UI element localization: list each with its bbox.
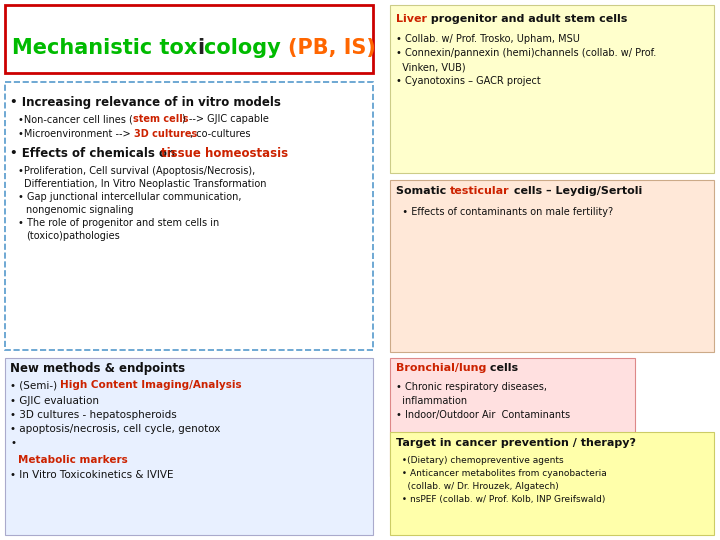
Text: stem cells: stem cells: [133, 114, 189, 124]
Text: • In Vitro Toxicokinetics & IVIVE: • In Vitro Toxicokinetics & IVIVE: [10, 470, 174, 480]
Text: Differentiation, In Vitro Neoplastic Transformation: Differentiation, In Vitro Neoplastic Tra…: [24, 179, 266, 189]
Text: • The role of progenitor and stem cells in: • The role of progenitor and stem cells …: [18, 218, 220, 228]
FancyBboxPatch shape: [390, 5, 714, 173]
Text: (PB, IS): (PB, IS): [289, 38, 377, 58]
Text: New methods & endpoints: New methods & endpoints: [10, 362, 185, 375]
Text: Metabolic markers: Metabolic markers: [18, 455, 127, 465]
Text: • Gap junctional intercellular communication,: • Gap junctional intercellular communica…: [18, 192, 241, 202]
Text: Mechanistic tox: Mechanistic tox: [12, 38, 197, 58]
Text: • Anticancer metabolites from cyanobacteria: • Anticancer metabolites from cyanobacte…: [396, 469, 607, 478]
Text: • Collab. w/ Prof. Trosko, Upham, MSU: • Collab. w/ Prof. Trosko, Upham, MSU: [396, 34, 580, 44]
FancyBboxPatch shape: [390, 180, 714, 352]
Text: 3D cultures: 3D cultures: [134, 129, 190, 139]
Text: • GJIC evaluation: • GJIC evaluation: [10, 396, 99, 406]
Text: • Effects of chemicals on: • Effects of chemicals on: [10, 147, 161, 160]
Text: • (Semi-): • (Semi-): [10, 380, 60, 390]
Text: • Indoor/Outdoor Air  Contaminants: • Indoor/Outdoor Air Contaminants: [396, 410, 570, 420]
Text: • Connexin/pannexin (hemi)channels (collab. w/ Prof.: • Connexin/pannexin (hemi)channels (coll…: [396, 48, 656, 58]
Text: • Effects of chemicals on: • Effects of chemicals on: [10, 147, 179, 160]
Text: • nsPEF (collab. w/ Prof. Kolb, INP Greifswald): • nsPEF (collab. w/ Prof. Kolb, INP Grei…: [396, 495, 606, 504]
Text: progenitor and adult stem cells: progenitor and adult stem cells: [427, 14, 627, 24]
Text: • 3D cultures - hepatospheroids: • 3D cultures - hepatospheroids: [10, 410, 176, 420]
Text: •Proliferation, Cell survival (Apoptosis/Necrosis),: •Proliferation, Cell survival (Apoptosis…: [18, 166, 256, 176]
FancyBboxPatch shape: [390, 432, 714, 535]
Text: • Increasing relevance of in vitro models: • Increasing relevance of in vitro model…: [10, 96, 281, 109]
Text: •: •: [10, 438, 16, 448]
Text: cells: cells: [487, 363, 518, 373]
Text: Bronchial/lung: Bronchial/lung: [396, 363, 487, 373]
Text: stem cells: stem cells: [133, 114, 182, 124]
Text: •(Dietary) chemopreventive agents: •(Dietary) chemopreventive agents: [396, 456, 564, 465]
Text: , co-cultures: , co-cultures: [190, 129, 251, 139]
Text: • Cyanotoxins – GACR project: • Cyanotoxins – GACR project: [396, 76, 541, 86]
Text: • (Semi-): • (Semi-): [10, 380, 60, 390]
FancyBboxPatch shape: [5, 82, 373, 350]
Text: High Content Imaging/Analysis: High Content Imaging/Analysis: [60, 380, 242, 390]
Text: • apoptosis/necrosis, cell cycle, genotox: • apoptosis/necrosis, cell cycle, genoto…: [10, 424, 220, 434]
Text: cells – Leydig/Sertoli: cells – Leydig/Sertoli: [510, 186, 642, 196]
Text: Somatic: Somatic: [396, 186, 450, 196]
Text: •Non-cancer cell lines (: •Non-cancer cell lines (: [18, 114, 133, 124]
Text: ) --> GJIC capable: ) --> GJIC capable: [182, 114, 269, 124]
Text: (toxico)pathologies: (toxico)pathologies: [26, 231, 120, 241]
Text: Liver: Liver: [396, 14, 427, 24]
FancyBboxPatch shape: [5, 358, 373, 535]
Text: Target in cancer prevention / therapy?: Target in cancer prevention / therapy?: [396, 438, 636, 448]
Text: (collab. w/ Dr. Hrouzek, Algatech): (collab. w/ Dr. Hrouzek, Algatech): [396, 482, 559, 491]
FancyBboxPatch shape: [5, 5, 373, 73]
Text: testicular: testicular: [450, 186, 510, 196]
Text: •Non-cancer cell lines (: •Non-cancer cell lines (: [18, 114, 133, 124]
FancyBboxPatch shape: [390, 358, 635, 476]
Text: •Microenvironment -->: •Microenvironment -->: [18, 129, 134, 139]
Text: • Chronic respiratory diseases,: • Chronic respiratory diseases,: [396, 382, 547, 392]
Text: i: i: [197, 38, 204, 58]
Text: tissue homeostasis: tissue homeostasis: [161, 147, 288, 160]
Text: inflammation: inflammation: [396, 396, 467, 406]
Text: Vinken, VUB): Vinken, VUB): [396, 62, 466, 72]
Text: 3D cultures: 3D cultures: [134, 129, 197, 139]
Text: nongenomic signaling: nongenomic signaling: [26, 205, 133, 215]
Text: • Effects of contaminants on male fertility?: • Effects of contaminants on male fertil…: [396, 207, 613, 217]
Text: •Microenvironment -->: •Microenvironment -->: [18, 129, 134, 139]
Text: cology: cology: [204, 38, 289, 58]
